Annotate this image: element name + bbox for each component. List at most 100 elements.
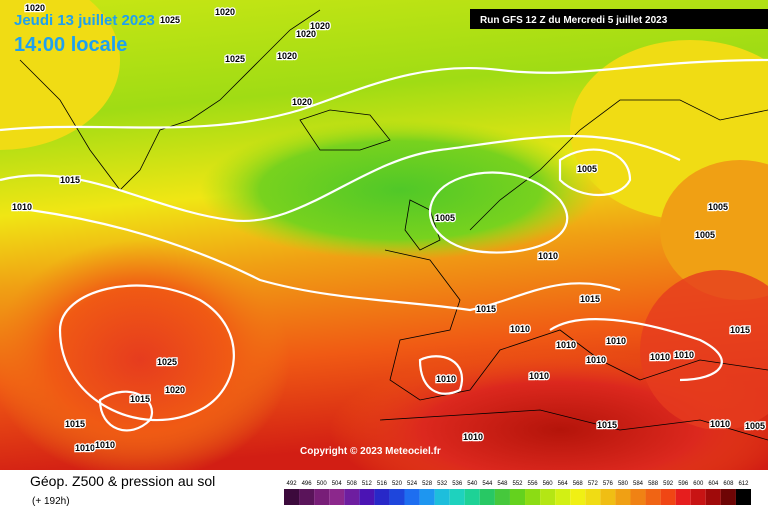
scale-label: 532 [437,481,448,487]
isobar-label: 1010 [463,432,483,442]
isobar-label: 1020 [165,385,185,395]
scale-label: 560 [543,481,554,487]
scale-swatch [299,489,315,505]
isobar-label: 1005 [577,164,597,174]
scale-swatch [660,489,676,505]
scale-label: 508 [347,481,358,487]
isobar-label: 1015 [60,175,80,185]
scale-label: 584 [633,481,644,487]
scale-swatch [434,489,450,505]
scale-swatch [374,489,390,505]
isobar-label: 1020 [296,29,316,39]
scale-label: 520 [392,481,403,487]
isobar-label: 1015 [476,304,496,314]
scale-swatch [359,489,375,505]
isobar-label: 1010 [710,419,730,429]
isobar-label: 1015 [580,294,600,304]
isobar-label: 1010 [75,443,95,453]
isobar-label: 1005 [695,230,715,240]
scale-swatch [615,489,631,505]
scale-label: 504 [332,481,343,487]
scale-swatch [585,489,601,505]
scale-label: 596 [678,481,689,487]
scale-swatch [404,489,420,505]
isobar-label: 1010 [538,251,558,261]
scale-swatch [675,489,691,505]
scale-label: 592 [663,481,674,487]
scale-label: 536 [452,481,463,487]
run-label: Run GFS 12 Z du Mercredi 5 juillet 2023 [480,15,668,26]
scale-label: 604 [708,481,719,487]
isobar-label: 1010 [436,374,456,384]
scale-swatch [479,489,495,505]
isobar-label: 1020 [292,97,312,107]
scale-label: 516 [377,481,388,487]
scale-label: 500 [317,481,328,487]
isobar-label: 1020 [25,3,45,13]
isobar-label: 1015 [130,394,150,404]
isobar-label: 1010 [556,340,576,350]
scale-label: 588 [648,481,659,487]
scale-swatch [720,489,736,505]
scale-swatch [419,489,435,505]
scale-swatch [329,489,345,505]
scale-swatch [344,489,360,505]
scale-swatch [570,489,586,505]
coastlines [19,9,768,441]
scale-swatch [525,489,541,505]
isobar-label: 1010 [650,352,670,362]
forecast-time: 14:00 locale [14,34,127,56]
isobar-label: 1005 [745,421,765,431]
scale-label: 608 [723,481,734,487]
isobar-label: 1015 [730,325,750,335]
scale-label: 580 [618,481,629,487]
isobar-label: 1010 [529,371,549,381]
scale-label: 524 [407,481,418,487]
scale-label: 564 [558,481,569,487]
scale-label: 556 [528,481,539,487]
scale-label: 496 [302,481,313,487]
isobar-label: 1010 [674,350,694,360]
scale-swatch [705,489,721,505]
scale-label: 512 [362,481,373,487]
isobar-label: 1025 [225,54,245,64]
isobar-labels: 1020 1025 1020 1020 1020 1020 1025 1020 1015 1010… [11,2,767,455]
scale-swatch [540,489,556,505]
scale-label: 576 [603,481,614,487]
scale-swatch [600,489,616,505]
scale-swatch [630,489,646,505]
scale-swatch [494,489,510,505]
scale-label: 612 [738,481,749,487]
scale-swatch [314,489,330,505]
scale-label: 528 [422,481,433,487]
isobar-label: 1015 [65,419,85,429]
scale-swatch [735,489,751,505]
scale-swatch [690,489,706,505]
isobar-label: 1010 [95,440,115,450]
isobar-label: 1025 [160,15,180,25]
scale-label: 568 [573,481,584,487]
run-box [470,9,768,29]
isobar-label: 1005 [435,213,455,223]
scale-swatch [555,489,571,505]
scale-swatch [509,489,526,505]
scale-label: 552 [512,481,523,487]
isobar-label: 1010 [12,202,32,212]
color-scale: 492 496 500 504 508 512 516 520 524 528 532 536 540 5… [284,481,751,505]
scale-swatch [645,489,661,505]
isobar-label: 1015 [597,420,617,430]
isobar-label: 1020 [277,51,297,61]
isobar-label: 1010 [606,336,626,346]
footer-subtitle: (+ 192h) [32,496,70,507]
scale-label: 572 [588,481,599,487]
footer-title: Géop. Z500 & pression au sol [30,473,215,489]
isobar-label: 1010 [586,355,606,365]
isobar-label: 1010 [510,324,530,334]
isobar-label: 1020 [215,7,235,17]
isobars [0,58,768,432]
scale-label: 544 [482,481,493,487]
scale-label: 540 [467,481,478,487]
isobar-label: 1025 [157,357,177,367]
scale-label: 600 [693,481,704,487]
